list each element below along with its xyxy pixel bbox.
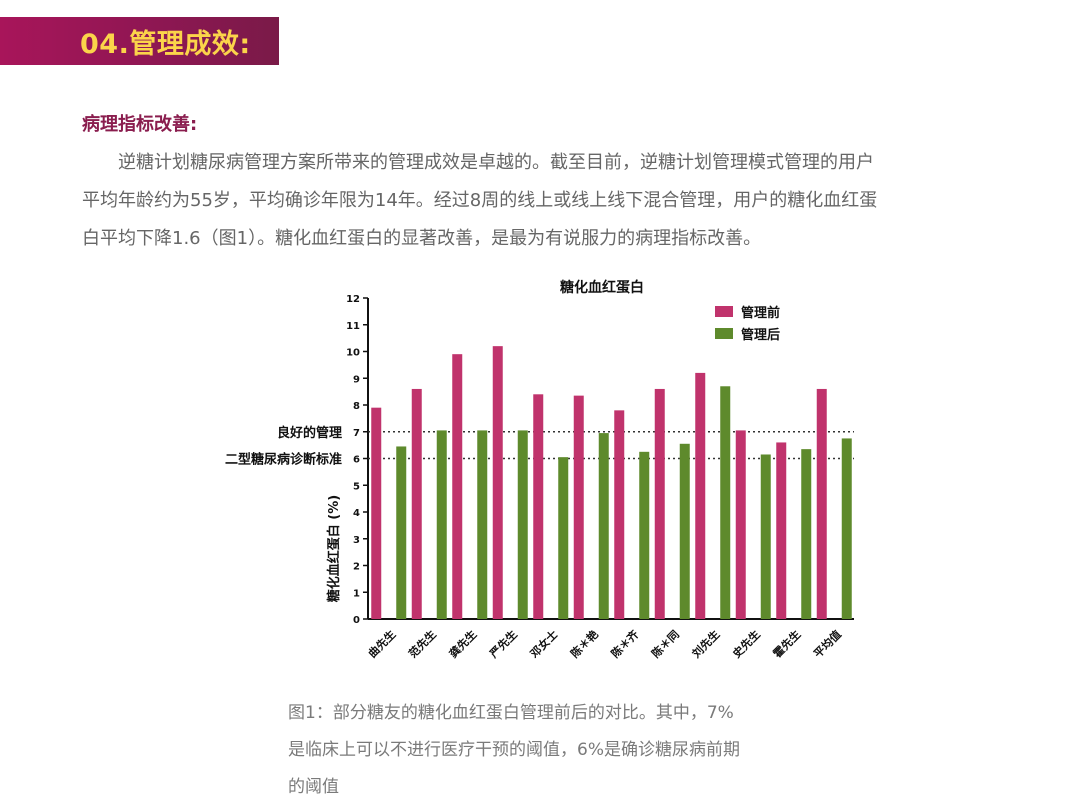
figure-caption: 图1：部分糖友的糖化血红蛋白管理前后的对比。其中，7% 是临床上可以不进行医疗干… [288,695,808,806]
y-tick-label: 1 [353,588,360,599]
paragraph-line: 逆糖计划糖尿病管理方案所带来的管理成效是卓越的。截至目前，逆糖计划管理模式管理的… [118,152,874,173]
x-tick-label: 陈＊齐 [608,627,642,661]
bar-after [760,454,771,619]
y-tick-label: 10 [346,348,360,359]
bar-before [411,388,422,619]
chart-title: 糖化血红蛋白 [560,279,644,296]
y-tick-label: 0 [353,615,360,626]
bar-after [517,430,528,619]
legend-swatch [715,306,733,317]
y-tick-label: 12 [346,294,360,305]
y-tick-label: 9 [353,374,360,385]
y-tick-label: 5 [353,481,360,492]
x-tick-label: 陈＊艳 [568,627,601,660]
x-tick-label: 龚先生 [446,627,479,660]
bar-before [816,388,827,619]
x-tick-label: 严先生 [486,627,520,661]
bar-before [452,354,463,619]
x-tick-label: 平均值 [811,627,844,660]
caption-line: 图1：部分糖友的糖化血红蛋白管理前后的对比。其中，7% [288,703,734,723]
y-tick-label: 11 [346,321,360,332]
header-bar [0,17,279,65]
x-tick-label: 邓女士 [527,627,560,660]
caption-line: 的阈值 [288,777,339,797]
bar-before [371,407,382,619]
bar-after [436,430,447,619]
y-tick-label: 4 [353,508,360,519]
y-axis-label: 糖化血红蛋白 (%) [326,495,342,602]
reference-line-label: 二型糖尿病诊断标准 [225,452,342,468]
bar-before [654,388,665,619]
y-tick-label: 8 [353,401,360,412]
x-tick-label: 史先生 [730,627,763,660]
bar-before [695,372,706,619]
y-tick-label: 2 [353,562,360,573]
x-tick-label: 霍先生 [770,627,803,660]
x-tick-label: 陈＊同 [649,627,682,660]
reference-line-label: 良好的管理 [277,425,342,441]
bar-after [639,451,650,619]
paragraph-line: 白平均下降1.6（图1）。糖化血红蛋白的显著改善，是最为有说服力的病理指标改善。 [82,228,762,249]
bar-after [396,446,407,619]
bar-before [614,410,625,619]
bar-before [735,430,746,619]
bar-before [573,395,584,619]
legend-label: 管理后 [741,327,780,343]
bar-before [492,346,503,619]
caption-line: 是临床上可以不进行医疗干预的阈值，6%是确诊糖尿病前期 [288,740,740,760]
x-tick-label: 刘先生 [689,627,722,660]
y-tick-label: 6 [353,455,360,466]
bar-after [720,386,731,619]
legend-swatch [715,328,733,339]
bar-after [477,430,488,619]
bar-before [533,394,544,619]
section-title: 病理指标改善: [82,114,198,135]
y-tick-label: 3 [353,535,360,546]
x-tick-label: 范先生 [406,627,439,660]
page-title: 04.管理成效: [80,29,251,60]
bar-before [776,442,787,619]
x-tick-label: 曲先生 [365,627,398,660]
paragraph-line: 平均年龄约为55岁，平均确诊年限为14年。经过8周的线上或线上线下混合管理，用户… [82,190,878,211]
body-paragraph: 逆糖计划糖尿病管理方案所带来的管理成效是卓越的。截至目前，逆糖计划管理模式管理的… [82,144,1002,258]
bar-after [558,457,569,619]
bar-after [801,449,812,619]
legend-label: 管理前 [741,305,780,321]
y-tick-label: 7 [353,428,360,439]
bar-after [841,438,852,619]
hba1c-chart: 糖化血红蛋白 0 1 2 3 4 5 6 7 8 9 10 11 12 糖化血红蛋白 (%) 良好的管理 二型糖… [190,270,870,680]
bar-after [679,443,690,619]
bar-after [598,433,609,619]
